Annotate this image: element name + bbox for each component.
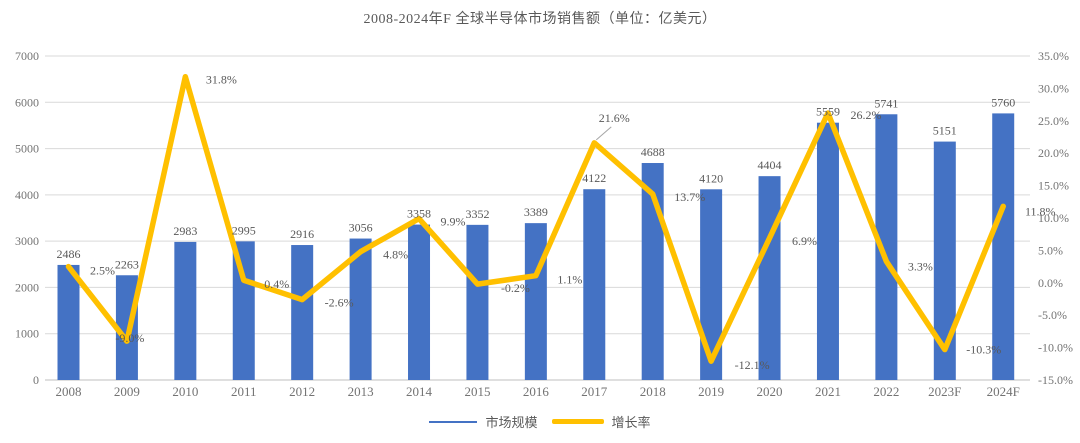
growth-rate-value-label: -2.6% xyxy=(325,296,354,310)
bar-value-label: 5151 xyxy=(933,124,957,138)
growth-rate-value-label: 4.8% xyxy=(383,248,408,262)
right-axis-tick-label: 25.0% xyxy=(1038,114,1069,128)
bar-2023F[interactable] xyxy=(933,141,956,380)
growth-rate-value-label: 31.8% xyxy=(206,73,237,87)
bar-2009[interactable] xyxy=(115,275,138,380)
growth-rate-value-label: 2.5% xyxy=(90,264,115,278)
bar-2013[interactable] xyxy=(349,238,372,380)
left-axis-tick-label: 1000 xyxy=(15,327,39,341)
x-axis-category-label: 2012 xyxy=(289,384,315,399)
right-axis-tick-label: 5.0% xyxy=(1038,243,1063,257)
right-axis-tick-label: 20.0% xyxy=(1038,146,1069,160)
left-axis-tick-label: 0 xyxy=(33,373,39,387)
market-size-line-swatch xyxy=(429,420,478,423)
left-axis-tick-label: 2000 xyxy=(15,280,39,294)
x-axis-category-label: 2014 xyxy=(406,384,433,399)
callout-leader-line xyxy=(595,126,612,141)
bar-value-label: 4404 xyxy=(758,158,782,172)
growth-rate-line-swatch xyxy=(551,419,604,424)
growth-rate-value-label: 11.8% xyxy=(1025,204,1056,218)
bar-2015[interactable] xyxy=(466,224,489,380)
growth-rate-value-label: 9.9% xyxy=(441,215,466,229)
left-axis-tick-label: 7000 xyxy=(15,49,39,63)
growth-rate-value-label: 3.3% xyxy=(908,259,933,273)
left-axis-tick-label: 6000 xyxy=(15,95,39,109)
bar-value-label: 3358 xyxy=(407,207,431,221)
bar-2008[interactable] xyxy=(57,264,80,380)
right-axis-tick-label: 10.0% xyxy=(1038,211,1069,225)
x-axis-category-label: 2017 xyxy=(581,384,608,399)
growth-rate-value-label: 21.6% xyxy=(599,111,630,125)
bar-value-label: 2995 xyxy=(232,223,256,237)
bar-2020[interactable] xyxy=(758,176,781,380)
legend-item-growth-rate[interactable]: 增长率 xyxy=(551,412,651,431)
bar-2022[interactable] xyxy=(875,114,898,380)
growth-rate-value-label: -9.0% xyxy=(115,331,144,345)
growth-rate-value-label: 0.4% xyxy=(264,277,289,291)
bar-value-label: 4120 xyxy=(699,171,723,185)
legend: 市场规模 增长率 xyxy=(0,412,1080,431)
x-axis-category-label: 2008 xyxy=(56,384,82,399)
bar-2014[interactable] xyxy=(408,224,431,380)
left-axis-tick-label: 3000 xyxy=(15,234,39,248)
right-axis-tick-label: 30.0% xyxy=(1038,81,1069,95)
right-axis-tick-label: 0.0% xyxy=(1038,276,1063,290)
bar-value-label: 2983 xyxy=(173,224,197,238)
bar-value-label: 3056 xyxy=(349,221,373,235)
x-axis-category-label: 2018 xyxy=(640,384,666,399)
bar-2012[interactable] xyxy=(291,245,314,380)
x-axis-category-label: 2023F xyxy=(928,384,961,399)
legend-label-market-size: 市场规模 xyxy=(485,415,538,430)
x-axis-category-label: 2019 xyxy=(698,384,724,399)
x-axis-category-label: 2020 xyxy=(757,384,783,399)
bar-value-label: 5760 xyxy=(991,95,1015,109)
bar-value-label: 3389 xyxy=(524,205,548,219)
growth-rate-value-label: 26.2% xyxy=(850,108,881,122)
left-axis-tick-label: 5000 xyxy=(15,142,39,156)
bar-2011[interactable] xyxy=(232,241,255,380)
x-axis-category-label: 2016 xyxy=(523,384,550,399)
bar-2024F[interactable] xyxy=(992,113,1015,380)
bar-value-label: 2916 xyxy=(290,227,314,241)
x-axis-category-label: 2009 xyxy=(114,384,140,399)
bar-value-label: 5741 xyxy=(874,96,898,110)
bar-value-label: 2263 xyxy=(115,257,139,271)
legend-label-growth-rate: 增长率 xyxy=(611,415,651,430)
right-axis-tick-label: -5.0% xyxy=(1038,308,1067,322)
bar-2019[interactable] xyxy=(700,189,723,380)
x-axis-category-label: 2021 xyxy=(815,384,841,399)
growth-rate-value-label: -10.3% xyxy=(966,343,1001,357)
bar-value-label: 5559 xyxy=(816,105,840,119)
x-axis-category-label: 2010 xyxy=(172,384,198,399)
right-axis-tick-label: 15.0% xyxy=(1038,179,1069,193)
chart-title: 2008-2024年F 全球半导体市场销售额（单位：亿美元） xyxy=(363,12,717,27)
x-axis-category-label: 2011 xyxy=(231,384,257,399)
legend-item-market-size[interactable]: 市场规模 xyxy=(429,412,538,431)
right-axis-tick-label: 35.0% xyxy=(1038,49,1069,63)
x-axis-category-label: 2022 xyxy=(873,384,899,399)
bar-2010[interactable] xyxy=(174,241,197,380)
bar-2016[interactable] xyxy=(524,223,547,380)
x-axis-category-label: 2013 xyxy=(348,384,374,399)
bar-value-label: 4688 xyxy=(641,145,665,159)
growth-rate-value-label: -12.1% xyxy=(735,358,770,372)
x-axis-category-label: 2024F xyxy=(987,384,1020,399)
bar-value-label: 3352 xyxy=(465,207,489,221)
bar-2017[interactable] xyxy=(583,189,606,380)
x-axis-category-label: 2015 xyxy=(464,384,490,399)
growth-rate-value-label: 6.9% xyxy=(792,234,817,248)
bar-2021[interactable] xyxy=(816,122,839,380)
growth-rate-value-label: 13.7% xyxy=(674,190,705,204)
right-axis-tick-label: -15.0% xyxy=(1038,373,1073,387)
growth-rate-line[interactable] xyxy=(65,73,1006,364)
bar-value-label: 4122 xyxy=(582,171,606,185)
left-axis-tick-label: 4000 xyxy=(15,188,39,202)
bar-value-label: 2486 xyxy=(57,247,81,261)
growth-rate-value-label: -0.2% xyxy=(501,281,530,295)
right-axis-tick-label: -10.0% xyxy=(1038,341,1073,355)
growth-rate-value-label: 1.1% xyxy=(557,273,582,287)
